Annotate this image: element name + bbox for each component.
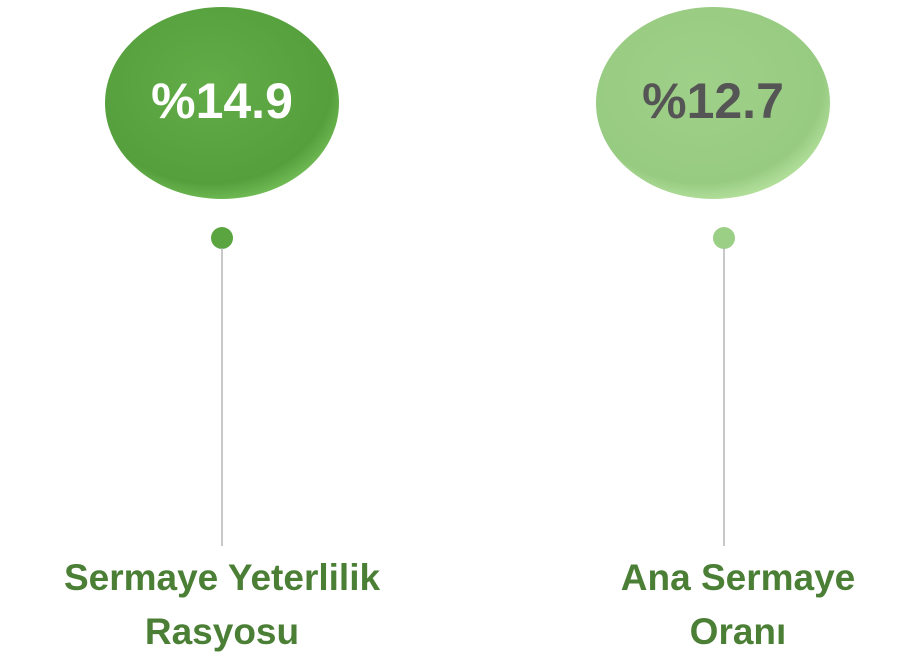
label-line: Rasyosu bbox=[145, 611, 299, 652]
label-line: Sermaye Yeterlilik bbox=[64, 557, 381, 598]
label-line: Ana Sermaye bbox=[621, 557, 855, 598]
value-bubble bbox=[596, 7, 830, 199]
connector-dot bbox=[713, 227, 735, 249]
value-text: %14.9 bbox=[151, 73, 293, 129]
connector-dot bbox=[211, 227, 233, 249]
item: %14.9 Sermaye Yeterlilik Rasyosu bbox=[64, 7, 381, 652]
label-line: Oranı bbox=[690, 611, 787, 652]
item: %12.7 Ana Sermaye Oranı bbox=[596, 7, 855, 652]
value-text: %12.7 bbox=[642, 73, 784, 129]
value-bubble bbox=[105, 7, 339, 199]
